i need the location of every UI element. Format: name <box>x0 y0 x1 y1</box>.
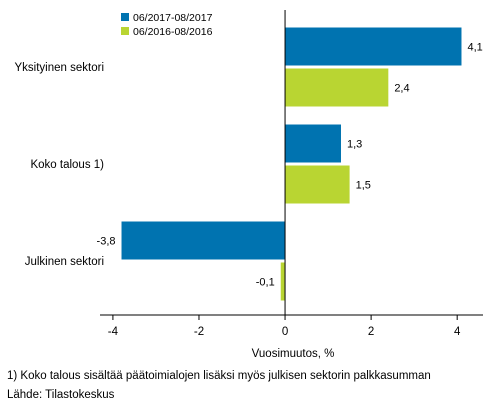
value-label: 1,3 <box>347 139 362 151</box>
bar-julkinen-sektori-current <box>121 221 286 260</box>
value-label: 4,1 <box>467 42 482 54</box>
bars <box>121 27 462 301</box>
category-label-koko-talous-1: Koko talous 1) <box>30 159 104 171</box>
legend-label: 06/2017-08/2017 <box>133 12 213 24</box>
footnote: 1) Koko talous sisältää päätoimialojen l… <box>7 370 431 382</box>
x-tick-label: 2 <box>368 326 374 338</box>
bar-yksityinen-sektori-current <box>285 27 462 66</box>
value-label: 2,4 <box>394 83 409 95</box>
bar-chart: 06/2017-08/2017 06/2016-08/2016 4,1 2,4 1,3… <box>15 10 483 360</box>
x-tick-label: -2 <box>194 326 204 338</box>
value-label: 1,5 <box>356 180 371 192</box>
legend-swatch-current <box>121 13 129 21</box>
category-label-julkinen-sektori: Julkinen sektori <box>25 256 104 268</box>
legend-swatch-previous <box>121 27 129 35</box>
value-label: -3,8 <box>97 236 116 248</box>
category-label-yksityinen-sektori: Yksityinen sektori <box>15 62 104 74</box>
legend-label: 06/2016-08/2016 <box>133 26 213 38</box>
bar-yksityinen-sektori-previous <box>285 68 389 107</box>
x-axis-label: Vuosimuutos, % <box>252 348 335 360</box>
bar-julkinen-sektori-previous <box>280 262 286 301</box>
bar-koko-talous-1-current <box>285 124 341 163</box>
bar-koko-talous-1-previous <box>285 165 350 204</box>
source-note: Lähde: Tilastokeskus <box>7 389 115 401</box>
value-label: -0,1 <box>256 277 275 289</box>
x-tick-label: 0 <box>282 326 288 338</box>
value-labels: 4,1 2,4 1,3 1,5 -3,8 -0,1 <box>97 42 483 289</box>
x-tick-label: 4 <box>454 326 461 338</box>
x-tick-label: -4 <box>108 326 119 338</box>
category-labels: Yksityinen sektori Koko talous 1) Julkinen… <box>15 62 105 268</box>
axes: -4 -2 0 2 4 <box>100 10 483 338</box>
legend: 06/2017-08/2017 06/2016-08/2016 <box>121 12 213 38</box>
